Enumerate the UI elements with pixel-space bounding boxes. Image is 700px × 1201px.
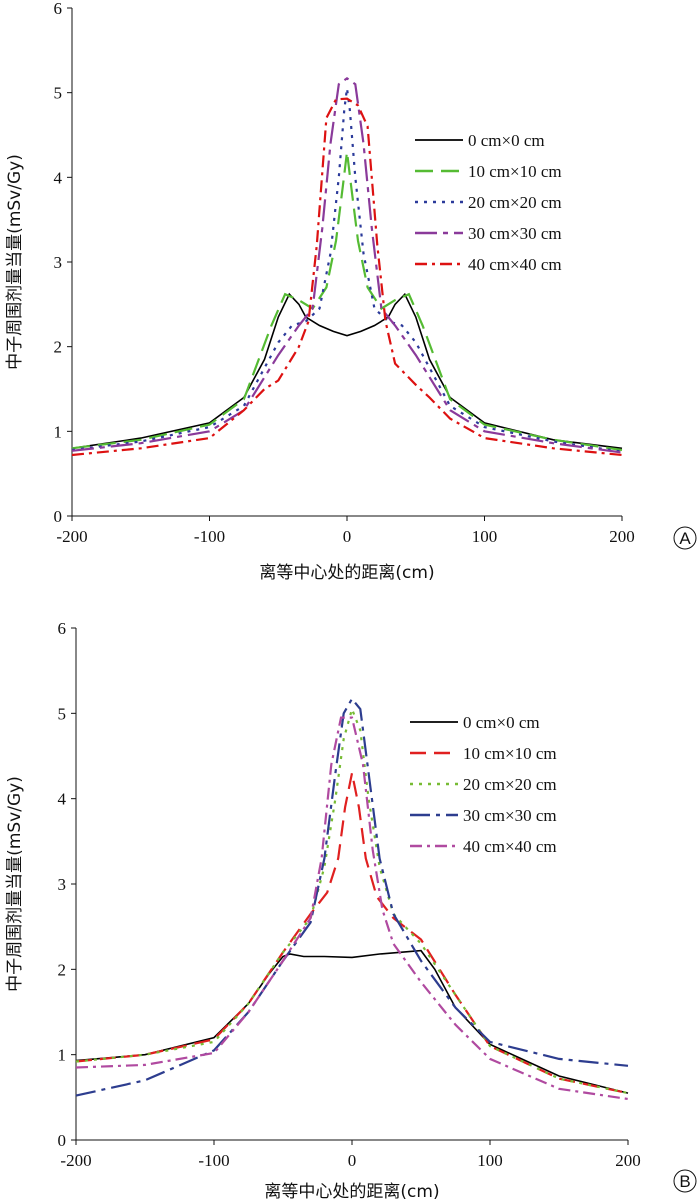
y-tick-label: 5 [58, 704, 67, 723]
legend-label-2: 10 cm×10 cm [468, 162, 562, 181]
series-line-2 [71, 151, 623, 452]
series-line-5 [75, 716, 629, 1101]
y-axis-label: 中子周围剂量当量(mSv/Gy) [5, 776, 25, 992]
legend-label-3: 20 cm×20 cm [468, 193, 562, 212]
legend-label-1: 0 cm×0 cm [463, 713, 540, 732]
x-tick-label: 0 [343, 527, 352, 546]
x-tick-label: 100 [472, 527, 498, 546]
panel-marker-circle [673, 1169, 697, 1193]
x-tick-label: -200 [60, 1151, 91, 1170]
y-tick-label: 0 [58, 1131, 67, 1150]
y-tick-label: 1 [58, 1046, 67, 1065]
x-tick-label: -100 [198, 1151, 229, 1170]
series-line-2 [75, 772, 629, 1095]
legend-label-3: 20 cm×20 cm [463, 775, 557, 794]
legend: 0 cm×0 cm 10 cm×10 cm 20 cm×20 cm 30 cm×30 … [415, 131, 562, 274]
series-line-3 [75, 705, 629, 1095]
panel-marker-label: A [679, 529, 691, 548]
series-line-4 [71, 76, 623, 454]
legend-label-4: 30 cm×30 cm [468, 224, 562, 243]
legend-label-2: 10 cm×10 cm [463, 744, 557, 763]
legend-label-5: 40 cm×40 cm [468, 255, 562, 274]
y-tick-label: 2 [58, 960, 67, 979]
x-tick-label: -100 [194, 527, 225, 546]
panel-marker-circle [673, 526, 697, 550]
y-tick-label: 0 [54, 507, 63, 526]
y-tick-label: 3 [58, 875, 67, 894]
x-tick-label: 200 [615, 1151, 641, 1170]
chart-panel-A: 0 1 2 3 4 5 6 -200 -100 0 100 200 离等中心处的距离(cm) 中子周围剂量… [5, 0, 697, 583]
y-tick-label: 3 [54, 253, 63, 272]
y-tick-label: 4 [54, 168, 63, 187]
chart-panel-B: 0 1 2 3 4 5 6 -200 -100 0 100 200 离等中心处的距离(cm) 中子周围剂量… [5, 619, 697, 1201]
x-tick-label: 100 [477, 1151, 503, 1170]
y-axis-label: 中子周围剂量当量(mSv/Gy) [5, 154, 25, 370]
x-axis-label: 离等中心处的距离(cm) [264, 1182, 439, 1201]
y-tick-label: 2 [54, 338, 63, 357]
y-tick-label: 6 [58, 619, 67, 638]
legend-label-1: 0 cm×0 cm [468, 131, 545, 150]
y-tick-label: 5 [54, 84, 63, 103]
y-tick-label: 6 [54, 0, 63, 18]
legend: 0 cm×0 cm 10 cm×10 cm 20 cm×20 cm 30 cm×30 … [410, 713, 557, 856]
series-line-5 [71, 97, 623, 457]
panel-marker-label: B [679, 1172, 690, 1191]
x-axis-label: 离等中心处的距离(cm) [259, 563, 434, 583]
x-tick-label: -200 [56, 527, 87, 546]
y-tick-label: 4 [58, 790, 67, 809]
series-line-1 [71, 292, 623, 450]
x-tick-label: 0 [348, 1151, 357, 1170]
y-tick-label: 1 [54, 422, 63, 441]
legend-label-4: 30 cm×30 cm [463, 806, 557, 825]
legend-label-5: 40 cm×40 cm [463, 837, 557, 856]
x-tick-label: 200 [609, 527, 635, 546]
series-line-3 [71, 88, 623, 453]
